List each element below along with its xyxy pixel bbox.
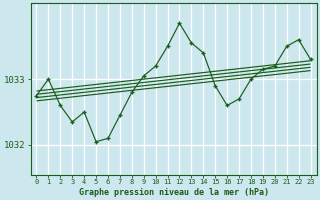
X-axis label: Graphe pression niveau de la mer (hPa): Graphe pression niveau de la mer (hPa) xyxy=(78,188,268,197)
